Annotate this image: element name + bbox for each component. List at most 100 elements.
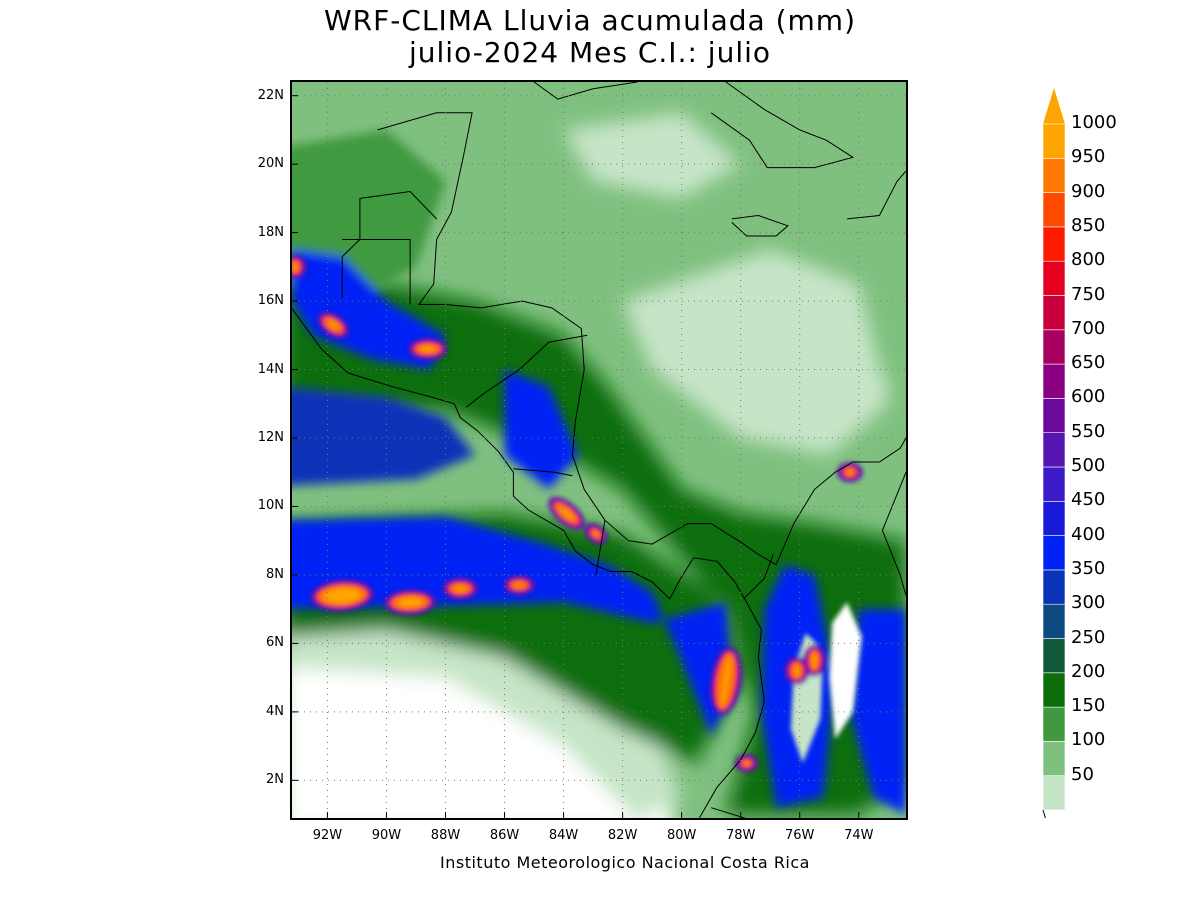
- colorbar-level-label: 150: [1071, 695, 1106, 717]
- lat-tick-label: 6N: [266, 635, 284, 651]
- lat-tick-label: 22N: [257, 87, 284, 103]
- honduras-core-peak: [421, 347, 434, 351]
- colorbar-swatch: [1042, 741, 1066, 777]
- colorbar-level-label: 300: [1071, 592, 1106, 614]
- colorbar-swatch: [1042, 192, 1066, 228]
- colorbar-level-label: 750: [1071, 283, 1106, 305]
- pacific-core-west-peak: [324, 588, 361, 603]
- colorbar-swatch: [1042, 123, 1066, 159]
- colorbar-level-label: 800: [1071, 249, 1106, 271]
- colorbar-swatch: [1042, 363, 1066, 399]
- pacific-core-east-peak: [456, 586, 465, 591]
- colorbar-level-label: 550: [1071, 420, 1106, 442]
- lat-tick-label: 2N: [266, 772, 284, 788]
- colombia-venezuela-border: [881, 472, 906, 596]
- map-title: WRF-CLIMA Lluvia acumulada (mm): [324, 4, 856, 37]
- lon-tick-label: 88W: [430, 828, 461, 843]
- colorbar-swatch: [1042, 638, 1066, 674]
- colorbar-swatch: [1042, 569, 1066, 605]
- mexico-core-peak: [293, 263, 297, 270]
- costa-rica-core-2-peak: [594, 532, 598, 536]
- colorbar-swatch: [1042, 672, 1066, 708]
- lat-tick-label: 16N: [257, 293, 284, 309]
- lat-tick-label: 4N: [266, 703, 284, 719]
- main-rain-belt: [292, 274, 906, 815]
- light-patch: [828, 366, 889, 407]
- nicaragua-costa-rica-border: [513, 468, 573, 477]
- colorbar-swatch: [1042, 466, 1066, 502]
- gulf-light-area: [563, 112, 741, 199]
- colorbar-level-label: 250: [1071, 626, 1106, 648]
- colorbar-level-label: 650: [1071, 352, 1106, 374]
- colorbar-level-label: 950: [1071, 146, 1106, 168]
- colorbar-swatch: [1042, 775, 1066, 811]
- lon-tick-label: 86W: [489, 828, 520, 843]
- colombia-east-blue: [849, 609, 906, 815]
- colorbar-level-label: 900: [1071, 180, 1106, 202]
- precipitation-shading: [292, 82, 906, 818]
- lat-tick-label: 12N: [257, 430, 284, 446]
- colorbar-swatch: [1042, 535, 1066, 571]
- colorbar-swatch: [1042, 398, 1066, 433]
- colorbar-swatch: [1042, 226, 1066, 262]
- pacific-blue-band: [292, 387, 475, 486]
- colorbar-swatch: [1042, 603, 1066, 639]
- colorbar-level-label: 450: [1071, 489, 1106, 511]
- pacific-core-mid-peak: [398, 598, 423, 607]
- lon-tick-label: 82W: [607, 828, 638, 843]
- caribbean-coastline: [377, 112, 906, 566]
- colorbar-level-label: 850: [1071, 214, 1106, 236]
- cauca-core-peak: [744, 762, 749, 765]
- map-subtitle: julio-2024 Mes C.I.: julio: [408, 36, 772, 69]
- pacific-core-far-east-peak: [517, 584, 522, 587]
- lat-tick-label: 20N: [257, 156, 284, 172]
- cuba-coast-west: [533, 82, 638, 100]
- colorbar-level-label: 1000: [1071, 112, 1117, 133]
- colombia-coast-core-peak: [721, 656, 730, 706]
- lon-tick-label: 80W: [666, 828, 697, 843]
- caribbean-light-area: [622, 249, 889, 456]
- colorbar-swatch: [1042, 295, 1066, 331]
- lat-tick-label: 8N: [266, 566, 284, 582]
- nicaragua-honduras-border: [465, 334, 588, 408]
- guatemala-blue: [292, 249, 446, 370]
- colorbar-level-label: 350: [1071, 557, 1106, 579]
- itcz-blue: [292, 516, 732, 736]
- colorbar: [1042, 88, 1066, 818]
- credit-label: Instituto Meteorologico Nacional Costa R…: [440, 853, 810, 872]
- choco-core-1-peak: [794, 665, 799, 676]
- nicaragua-blue: [504, 369, 579, 490]
- colombia-ecuador-border: [711, 807, 747, 818]
- lon-tick-label: 92W: [312, 828, 343, 843]
- panama-colombia-border: [743, 554, 774, 600]
- jamaica-coast: [731, 214, 789, 237]
- lon-tick-label: 74W: [844, 828, 874, 843]
- colorbar-swatch: [1042, 706, 1066, 742]
- coastlines: [292, 82, 906, 818]
- cuba-coast-east: [710, 82, 855, 169]
- lon-tick-label: 78W: [725, 828, 756, 843]
- lat-tick-label: 14N: [257, 361, 284, 377]
- mexico-border: [342, 190, 437, 240]
- costa-rica-core-peak: [560, 507, 573, 519]
- rainfall-field: [292, 82, 906, 818]
- colorbar-swatch: [1042, 158, 1066, 193]
- santa-marta-core-peak: [847, 471, 852, 474]
- rainfall-map: [290, 80, 908, 820]
- lon-tick-label: 90W: [371, 828, 402, 843]
- colorbar-level-label: 400: [1071, 523, 1106, 545]
- lat-tick-label: 10N: [257, 498, 284, 514]
- choco-core-2-peak: [812, 653, 817, 668]
- hispaniola-coast: [846, 170, 906, 220]
- colorbar-level-label: 500: [1071, 455, 1106, 476]
- colorbar-swatch: [1042, 329, 1066, 365]
- colorbar-bottom-open: [1042, 809, 1046, 818]
- lat-tick-label: 18N: [257, 224, 284, 240]
- colorbar-level-label: 700: [1071, 317, 1106, 339]
- lon-tick-label: 84W: [548, 828, 579, 843]
- lat-lon-grid: [292, 82, 906, 818]
- costa-rica-panama-border: [595, 520, 606, 575]
- pacific-coastline: [292, 307, 765, 818]
- colorbar-swatch: [1042, 432, 1066, 468]
- colorbar-level-label: 200: [1071, 660, 1106, 682]
